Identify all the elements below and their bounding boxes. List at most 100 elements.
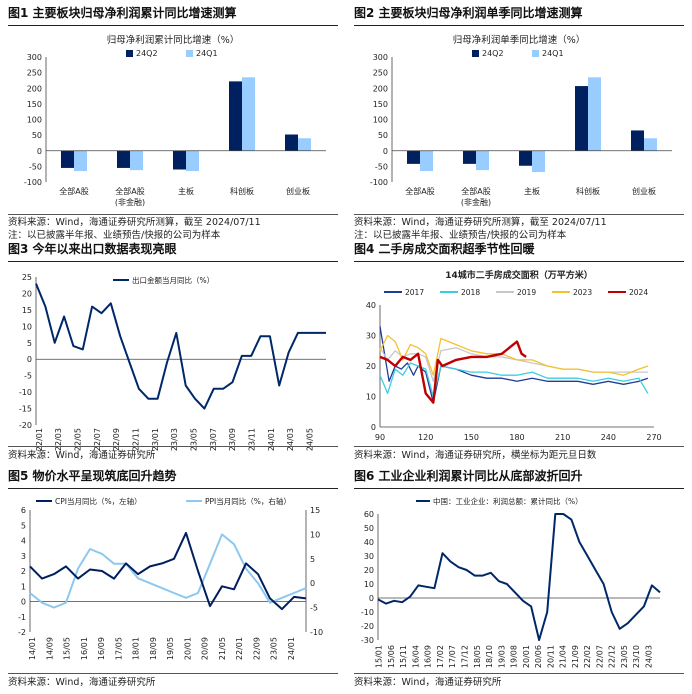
- c4-chart-title: 14城市二手房成交面积（万平方米）: [445, 269, 593, 281]
- c4-series-2017: [379, 326, 649, 404]
- c1-bar: [242, 77, 255, 151]
- fig5-title: 图5 物价水平呈现筑底回升趋势: [8, 469, 177, 483]
- c6-xtick: 19/08: [510, 645, 519, 668]
- c3-xtick: 22/05: [73, 428, 82, 451]
- c5-xtick: 23/05: [270, 637, 279, 660]
- c2-ytick: 300: [373, 53, 388, 62]
- c4-xtick: 210: [555, 433, 570, 442]
- c1-legend-24q2-swatch: [126, 50, 133, 57]
- panel-fig1: 图1 主要板块归母净利润累计同比增速测算 归母净利润累计同比增速（%） 24Q2 2…: [8, 5, 338, 245]
- fig4-title-rule: [354, 261, 684, 262]
- c5-ytick-right: -5: [310, 604, 318, 613]
- c1-ytick: 200: [27, 84, 42, 93]
- c1-bar: [173, 150, 186, 170]
- c4-legend-2018-label: 2018: [461, 288, 480, 297]
- c3-ytick: 15: [22, 306, 32, 315]
- c4-ytick: 0: [371, 423, 376, 432]
- fig3-title: 图3 今年以来出口数据表现亮眼: [8, 242, 177, 256]
- c6-xtick: 20/06: [534, 645, 543, 668]
- c5-xtick: 14/01: [28, 637, 37, 660]
- c5-legend-cpi-label: CPI当月同比（%，左轴）: [55, 496, 142, 506]
- c2-bar: [463, 150, 476, 164]
- c2-ytick: 200: [373, 84, 388, 93]
- c3-ytick: -10: [19, 388, 32, 397]
- fig6-source-rule: [354, 673, 684, 674]
- panel-fig6: 图6 工业企业利润累计同比从底部波折回升 中国：工业企业：利润总额：累计同比（%…: [354, 468, 684, 692]
- c6-xtick: 18/05: [473, 645, 482, 668]
- c5-legend-ppi-label: PPI当月同比（%，右轴）: [205, 496, 291, 506]
- fig1-title-rule: [8, 25, 338, 26]
- c6-xtick: 23/10: [632, 645, 641, 668]
- c1-xtick: 主板: [178, 186, 194, 196]
- fig4-source: 资料来源：Wind，海通证券研究所，横坐标为距元旦日数: [354, 450, 597, 461]
- c6-xtick: 15/01: [375, 645, 384, 668]
- c6-xtick: 22/02: [583, 645, 592, 668]
- c6-xtick: 17/07: [448, 645, 457, 668]
- c3-ytick: 10: [22, 322, 32, 331]
- c3-xtick: 22/11: [131, 428, 140, 451]
- c5-ytick-right: 10: [310, 530, 320, 539]
- c4-series-2023: [379, 334, 649, 376]
- c3-ytick: -5: [24, 372, 32, 381]
- c5-ytick-left: -2: [18, 628, 26, 637]
- c5-xtick: 24/01: [287, 637, 296, 660]
- c2-ytick: -100: [370, 178, 388, 187]
- c3-xtick: 23/01: [151, 428, 160, 451]
- c6-ytick: 10: [364, 580, 374, 589]
- panel-fig3: 图3 今年以来出口数据表现亮眼 -20 -15 -10 -5 0 5 10 15 20 25 出口金…: [8, 241, 338, 465]
- c1-bar: [74, 150, 87, 172]
- c1-ytick: -100: [24, 178, 42, 187]
- fig5-source: 资料来源：Wind，海通证券研究所: [8, 677, 156, 688]
- c2-legend-24q2-swatch: [472, 50, 479, 57]
- panel-fig5: 图5 物价水平呈现筑底回升趋势 CPI当月同比（%，左轴） PPI当月同比（%，右…: [8, 468, 338, 692]
- c2-ytick: 0: [383, 147, 388, 156]
- fig4-source-rule: [354, 446, 684, 447]
- c6-xtick: 17/12: [461, 645, 470, 668]
- c1-xtick: 创业板: [286, 186, 310, 196]
- c3-xtick: 23/03: [170, 428, 179, 451]
- c6-xtick: 20/01: [522, 645, 531, 668]
- chart-fig3: -20 -15 -10 -5 0 5 10 15 20 25 出口金额当月同比（%） 22/01 22/…: [19, 273, 326, 451]
- c3-xtick: 24/01: [267, 428, 276, 451]
- c6-ytick: -10: [361, 608, 374, 617]
- c6-xtick: 17/02: [436, 645, 445, 668]
- c2-legend-24q1-swatch: [532, 50, 539, 57]
- c6-ytick: -20: [361, 622, 374, 631]
- c5-xtick: 16/01: [80, 637, 89, 660]
- c2-bar: [476, 150, 489, 171]
- c5-xtick: 17/05: [114, 637, 123, 660]
- c5-ytick-left: 0: [21, 598, 26, 607]
- c1-legend-24q1-label: 24Q1: [196, 49, 218, 58]
- fig2-source: 资料来源：Wind，海通证券研究所测算，截至 2024/07/11: [354, 217, 607, 228]
- c4-legend-2024-label: 2024: [629, 288, 648, 297]
- fig6-title-rule: [354, 488, 684, 489]
- fig2-title: 图2 主要板块归母净利润单季同比增速测算: [354, 6, 583, 20]
- c6-xtick: 18/10: [485, 645, 494, 668]
- c4-xtick: 180: [509, 433, 524, 442]
- c2-bar: [532, 150, 545, 172]
- c5-xtick: 20/01: [183, 637, 192, 660]
- c5-series-cpi: [29, 531, 307, 611]
- c6-xtick: 22/07: [595, 645, 604, 668]
- c3-ytick: 5: [27, 339, 32, 348]
- c2-ytick: 150: [373, 100, 388, 109]
- c6-xtick: 15/11: [399, 645, 408, 668]
- c1-bar: [298, 138, 311, 151]
- c2-xtick: (非金融): [461, 197, 491, 207]
- c4-ytick: 30: [366, 332, 376, 341]
- c1-ytick: 150: [27, 100, 42, 109]
- c2-bar: [420, 150, 433, 172]
- c4-xtick: 240: [601, 433, 616, 442]
- chart-fig1: 归母净利润累计同比增速（%） 24Q2 24Q1 -100 -50 0 50 100 150 20…: [24, 34, 326, 207]
- fig3-source-rule: [8, 446, 338, 447]
- c1-xtick: (非金融): [115, 197, 145, 207]
- panel-fig4: 图4 二手房成交面积超季节性回暖 14城市二手房成交面积（万平方米） 2017 20…: [354, 241, 684, 465]
- c2-bar: [631, 130, 644, 151]
- c2-bar: [575, 86, 588, 151]
- c1-legend-24q2-label: 24Q2: [136, 49, 158, 58]
- c5-xtick: 15/05: [63, 637, 72, 660]
- c6-xtick: 23/05: [620, 645, 629, 668]
- c2-bar: [588, 77, 601, 151]
- c3-xtick: 23/05: [189, 428, 198, 451]
- c1-bar: [130, 150, 143, 171]
